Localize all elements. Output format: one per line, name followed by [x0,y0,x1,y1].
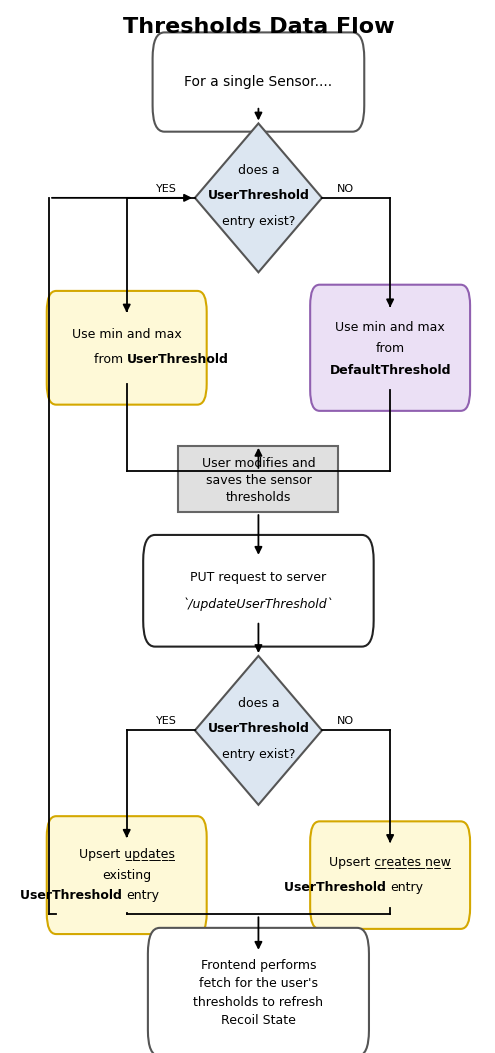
FancyBboxPatch shape [47,816,207,934]
Text: Upsert c̲r̲e̲a̲t̲e̲s̲ ̲n̲e̲w̲: Upsert c̲r̲e̲a̲t̲e̲s̲ ̲n̲e̲w̲ [329,856,451,869]
Text: thresholds to refresh: thresholds to refresh [194,996,323,1009]
Text: DefaultThreshold: DefaultThreshold [329,364,451,377]
Text: from: from [94,353,127,365]
Text: entry: entry [390,881,423,894]
Text: from: from [376,342,405,355]
Polygon shape [195,656,322,804]
Text: User modifies and: User modifies and [201,457,315,470]
FancyBboxPatch shape [152,33,364,132]
Text: does a: does a [238,164,279,178]
FancyBboxPatch shape [148,928,369,1053]
Text: fetch for the user's: fetch for the user's [199,977,318,990]
Polygon shape [195,123,322,273]
Bar [179,446,339,512]
Text: For a single Sensor....: For a single Sensor.... [184,75,333,90]
Text: entry: entry [127,890,160,902]
Text: UserThreshold: UserThreshold [284,881,390,894]
Text: UserThreshold: UserThreshold [207,190,309,202]
Text: NO: NO [337,183,354,194]
FancyBboxPatch shape [310,284,470,411]
Text: entry exist?: entry exist? [222,215,295,229]
Text: does a: does a [238,697,279,710]
Text: entry exist?: entry exist? [222,748,295,760]
Text: Use min and max: Use min and max [72,327,182,341]
Text: UserThreshold: UserThreshold [207,721,309,735]
Text: thresholds: thresholds [226,491,291,504]
Text: YES: YES [156,183,177,194]
Text: PUT request to server: PUT request to server [191,571,327,583]
Text: UserThreshold: UserThreshold [127,353,229,365]
Text: `/updateUserThreshold`: `/updateUserThreshold` [183,597,334,611]
Text: UserThreshold: UserThreshold [20,890,127,902]
Text: Frontend performs: Frontend performs [200,958,316,972]
FancyBboxPatch shape [310,821,470,929]
Text: Use min and max: Use min and max [335,320,445,334]
Text: NO: NO [337,716,354,727]
Text: existing: existing [102,869,151,881]
FancyBboxPatch shape [143,535,374,647]
Text: YES: YES [156,716,177,727]
FancyBboxPatch shape [47,291,207,404]
Text: Upsert u̲p̲d̲a̲t̲e̲s̲: Upsert u̲p̲d̲a̲t̲e̲s̲ [79,848,175,861]
Text: Recoil State: Recoil State [221,1014,296,1028]
Text: saves the sensor: saves the sensor [205,474,311,486]
Text: Thresholds Data Flow: Thresholds Data Flow [123,17,394,37]
